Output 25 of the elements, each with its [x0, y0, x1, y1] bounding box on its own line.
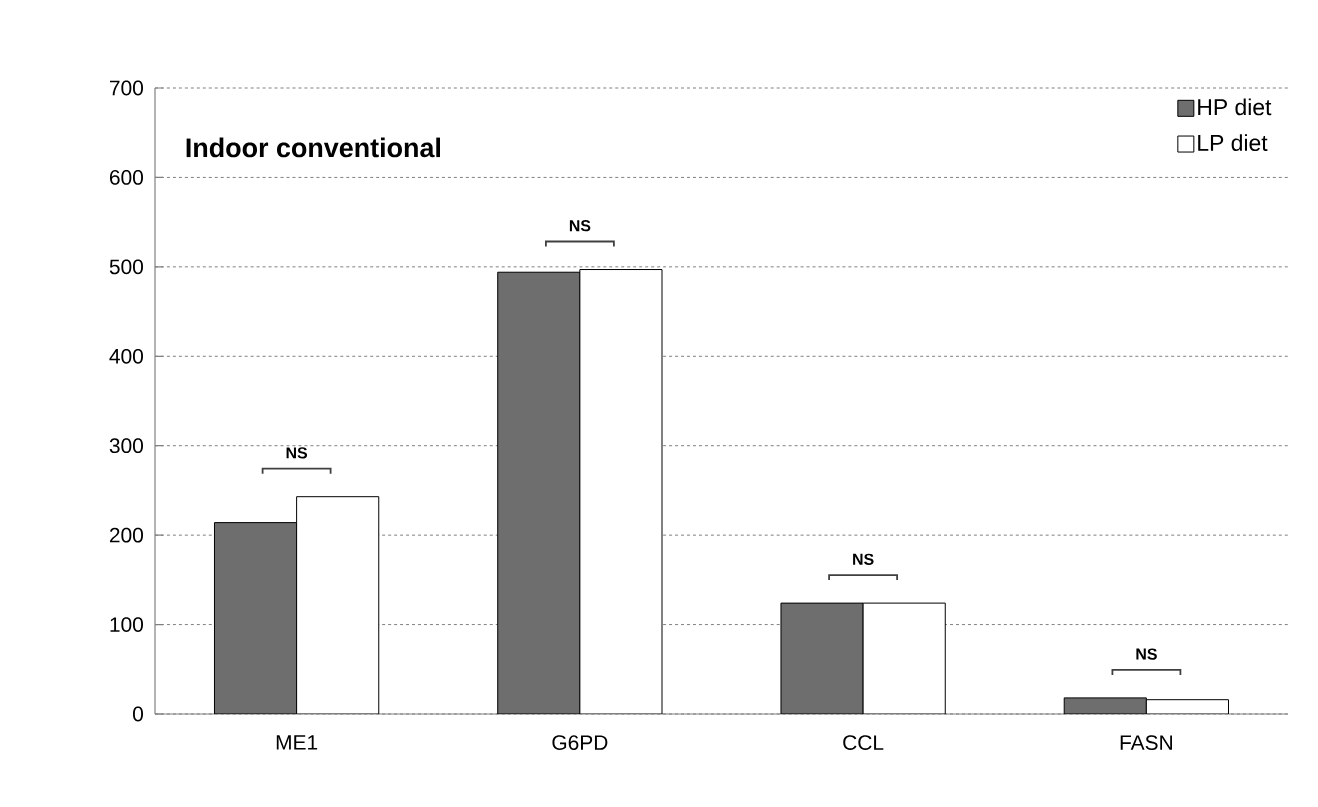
- annotation: NS: [1136, 648, 1157, 660]
- x-tick-label: FASN: [1120, 735, 1172, 750]
- annotation: NS: [853, 553, 874, 565]
- y-tick-label: 100: [110, 617, 143, 632]
- bar: [213, 522, 298, 714]
- annotation: NS: [286, 447, 308, 459]
- y-tick-label: 400: [109, 348, 143, 364]
- y-tick-label: 500: [109, 259, 143, 275]
- text: Indoor conventional: [186, 137, 440, 158]
- bar: [579, 269, 663, 714]
- x-tick-label: CCL: [843, 735, 884, 750]
- y-tick-label: 200: [109, 527, 143, 543]
- annotation: NS: [569, 220, 591, 232]
- y-tick-label: 0: [133, 706, 144, 722]
- text: LP diet: [1198, 134, 1268, 151]
- y-tick-label: 700: [110, 80, 143, 96]
- bar: [780, 602, 864, 714]
- y-tick-label: 600: [109, 170, 143, 185]
- bar: [497, 271, 581, 714]
- x-tick-label: ME1: [276, 735, 318, 750]
- y-tick-label: 300: [109, 438, 143, 454]
- bar: [862, 602, 946, 714]
- bar: [1145, 699, 1229, 714]
- legend-label: HP diet: [1198, 98, 1272, 116]
- x-tick-label: G6PD: [552, 735, 608, 750]
